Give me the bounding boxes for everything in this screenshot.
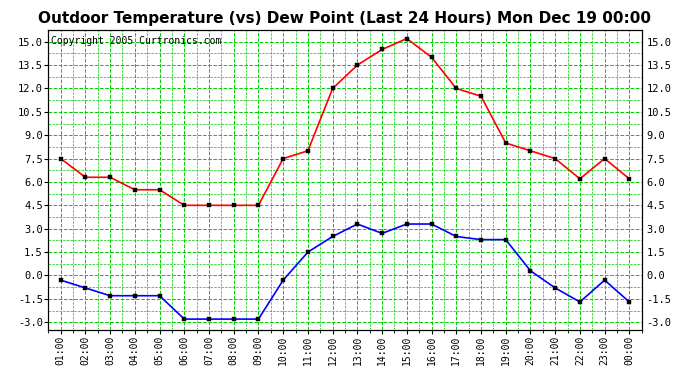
Text: Copyright 2005 Curtronics.com: Copyright 2005 Curtronics.com — [51, 36, 221, 46]
Text: Outdoor Temperature (vs) Dew Point (Last 24 Hours) Mon Dec 19 00:00: Outdoor Temperature (vs) Dew Point (Last… — [39, 11, 651, 26]
